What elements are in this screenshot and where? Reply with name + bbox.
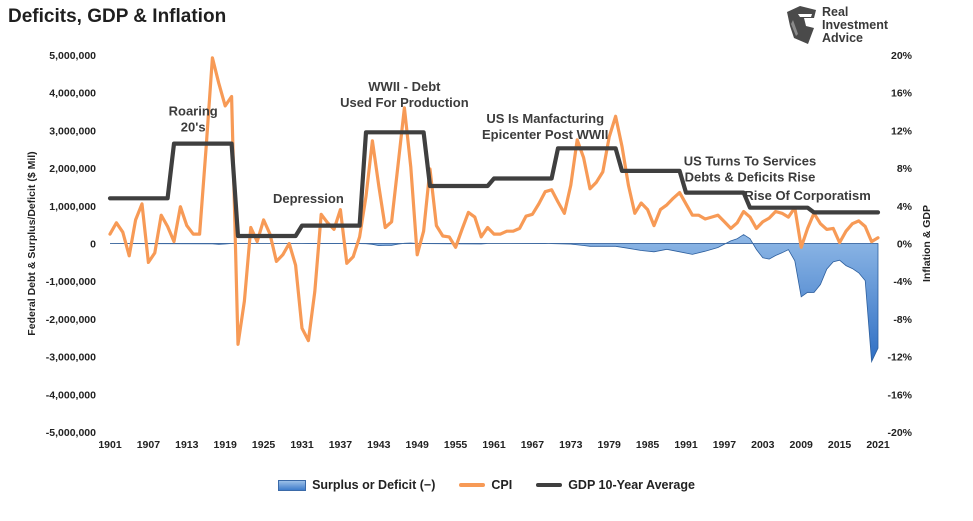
x-tick-label: 1955 [444, 439, 468, 451]
x-tick-label: 1985 [636, 439, 660, 451]
x-tick-label: 1901 [98, 439, 122, 451]
legend-swatch-deficit [278, 479, 307, 491]
x-tick-label: 1943 [367, 439, 391, 451]
x-tick-label: 1973 [559, 439, 583, 451]
x-tick-label: 2021 [866, 439, 890, 451]
annotation-line: US Turns To Services [684, 153, 816, 168]
y-left-tick-label: 0 [90, 239, 96, 251]
y-left-axis-title: Federal Debt & Surplus/Deficit ($ Mil) [26, 151, 38, 335]
x-tick-label: 1979 [598, 439, 622, 451]
legend-label-deficit: Surplus or Deficit (−) [312, 478, 436, 492]
y-right-tick-label: -16% [887, 389, 912, 401]
legend-label-cpi: CPI [491, 478, 513, 492]
x-tick-label: 1991 [674, 439, 698, 451]
annotation-line: Depression [273, 191, 344, 206]
annotation-label: Depression [273, 191, 344, 206]
y-left-tick-label: -1,000,000 [46, 276, 96, 288]
legend-item-gdp: GDP 10-Year Average [536, 478, 695, 492]
annotation-line: WWII - Debt [368, 79, 441, 94]
cpi-line [108, 56, 880, 346]
annotation-line: Roaring [169, 103, 218, 118]
annotation-label: Rise Of Corporatism [744, 188, 870, 203]
y-right-tick-label: -20% [887, 427, 912, 439]
x-tick-label: 2015 [828, 439, 852, 451]
legend-swatch-cpi [459, 483, 486, 487]
y-left-tick-label: 2,000,000 [49, 163, 96, 175]
y-right-tick-label: 4% [897, 201, 913, 213]
x-tick-label: 1961 [482, 439, 506, 451]
helmet-logo-icon [787, 6, 816, 44]
annotation-line: Epicenter Post WWII [482, 127, 608, 142]
annotation-label: US Turns To Services Debts & Deficits Ris… [684, 153, 816, 184]
legend: Surplus or Deficit (−) CPI GDP 10-Year A… [0, 478, 973, 492]
legend-item-deficit: Surplus or Deficit (−) [278, 478, 435, 492]
y-left-tick-label: -4,000,000 [46, 389, 96, 401]
annotation-line: Rise Of Corporatism [744, 188, 870, 203]
y-left-tick-label: 1,000,000 [49, 201, 96, 213]
y-left-tick-label: 5,000,000 [49, 50, 96, 62]
deficit-area [109, 234, 879, 364]
annotation-line: US Is Manfacturing [486, 111, 604, 126]
logo-line-2: Investment [822, 18, 888, 32]
y-right-tick-label: -4% [893, 276, 912, 288]
annotation-label: WWII - Debt Used For Production [340, 79, 469, 110]
y-right-tick-label: 16% [891, 88, 913, 100]
x-tick-label: 2009 [790, 439, 814, 451]
x-tick-label: 1913 [175, 439, 199, 451]
y-right-tick-label: 8% [897, 163, 913, 175]
y-left-tick-label: 4,000,000 [49, 88, 96, 100]
x-tick-label: 1967 [521, 439, 545, 451]
x-tick-label: 1919 [214, 439, 238, 451]
y-left-tick-label: 3,000,000 [49, 125, 96, 137]
annotation-line: Debts & Deficits Rise [685, 169, 816, 184]
y-right-tick-label: -12% [887, 352, 912, 364]
annotation-label: US Is Manfacturing Epicenter Post WWII [482, 111, 608, 142]
logo-text: Real Investment Advice [822, 6, 888, 45]
chart-title: Deficits, GDP & Inflation [8, 6, 227, 27]
y-left-tick-label: -2,000,000 [46, 314, 96, 326]
y-right-tick-label: -8% [893, 314, 912, 326]
legend-item-cpi: CPI [459, 478, 512, 492]
x-tick-label: 2003 [751, 439, 775, 451]
x-tick-label: 1949 [406, 439, 430, 451]
y-right-tick-label: 0% [897, 239, 913, 251]
y-right-axis-title: Inflation & GDP [921, 205, 933, 282]
logo-line-3: Advice [822, 31, 863, 45]
x-tick-label: 1937 [329, 439, 353, 451]
y-right-tick-label: 20% [891, 50, 913, 62]
legend-swatch-gdp [536, 483, 563, 487]
gdp-10yr-line [107, 130, 881, 239]
logo-line-1: Real [822, 5, 849, 19]
annotation-label: Roaring 20's [169, 103, 218, 134]
x-tick-label: 1931 [290, 439, 314, 451]
annotation-line: 20's [181, 119, 206, 134]
x-tick-label: 1925 [252, 439, 276, 451]
x-tick-label: 1907 [137, 439, 161, 451]
y-left-tick-label: -5,000,000 [46, 427, 96, 439]
y-right-tick-label: 12% [891, 125, 913, 137]
legend-label-gdp: GDP 10-Year Average [568, 478, 695, 492]
annotation-line: Used For Production [340, 95, 469, 110]
logo: Real Investment Advice [784, 4, 934, 50]
x-tick-label: 1997 [713, 439, 737, 451]
y-left-tick-label: -3,000,000 [46, 352, 96, 364]
